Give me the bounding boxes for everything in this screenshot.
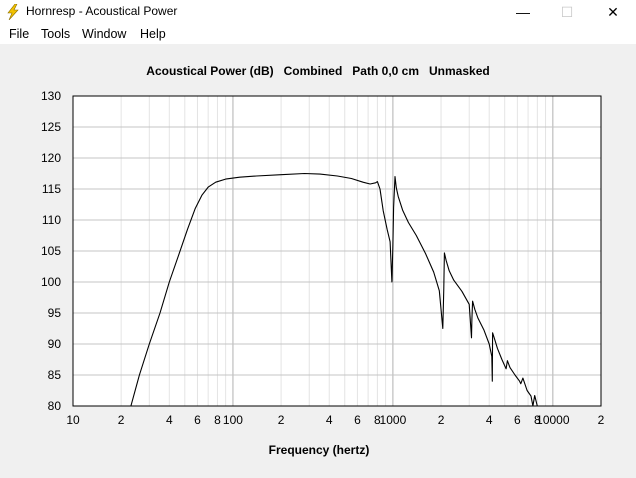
close-button[interactable]: ✕	[607, 4, 619, 20]
y-tick-label: 115	[42, 182, 61, 196]
x-axis-label: Frequency (hertz)	[269, 443, 370, 457]
y-tick-label: 125	[41, 120, 61, 134]
y-tick-label: 120	[41, 151, 61, 165]
x-tick-label: 10000	[536, 413, 570, 427]
x-tick-label: 4	[166, 413, 173, 427]
y-tick-label: 85	[48, 368, 62, 382]
x-tick-label: 2	[278, 413, 285, 427]
plot-frame	[72, 95, 602, 407]
x-tick-label: 1000	[380, 413, 407, 427]
x-tick-label: 100	[223, 413, 243, 427]
y-tick-label: 95	[48, 306, 62, 320]
lightning-bolt-icon	[7, 4, 19, 20]
y-tick-label: 90	[48, 337, 62, 351]
x-tick-label: 2	[118, 413, 125, 427]
x-tick-label: 2	[438, 413, 445, 427]
y-tick-label: 105	[41, 244, 61, 258]
y-tick-label: 110	[42, 213, 61, 227]
x-tick-label: 2	[598, 413, 605, 427]
window-title: Hornresp - Acoustical Power	[26, 4, 178, 18]
menu-window[interactable]: Window	[82, 27, 127, 41]
menu-file[interactable]: File	[9, 27, 30, 41]
x-tick-label: 4	[486, 413, 493, 427]
x-tick-label: 6	[354, 413, 361, 427]
x-tick-label: 8	[534, 413, 541, 427]
x-tick-label: 8	[374, 413, 381, 427]
maximize-button[interactable]: ☐	[560, 4, 574, 20]
chart-title: Acoustical Power (dB) Combined Path 0,0 …	[146, 64, 490, 78]
chart-area: Acoustical Power (dB) Combined Path 0,0 …	[0, 44, 636, 478]
menu-bar: File Tools Window Help	[0, 24, 636, 44]
menu-tools[interactable]: Tools	[41, 27, 71, 41]
menu-help[interactable]: Help	[140, 27, 166, 41]
y-tick-label: 100	[41, 275, 61, 289]
y-tick-label: 130	[41, 89, 61, 103]
series-line-0	[130, 172, 538, 407]
x-tick-label: 6	[194, 413, 201, 427]
x-tick-label: 6	[514, 413, 521, 427]
minimize-button[interactable]: —	[516, 4, 530, 20]
y-tick-label: 80	[48, 399, 62, 413]
x-tick-label: 10	[66, 413, 80, 427]
x-tick-label: 8	[214, 413, 221, 427]
x-tick-label: 4	[326, 413, 333, 427]
title-bar[interactable]: Hornresp - Acoustical Power — ☐ ✕	[0, 0, 636, 24]
